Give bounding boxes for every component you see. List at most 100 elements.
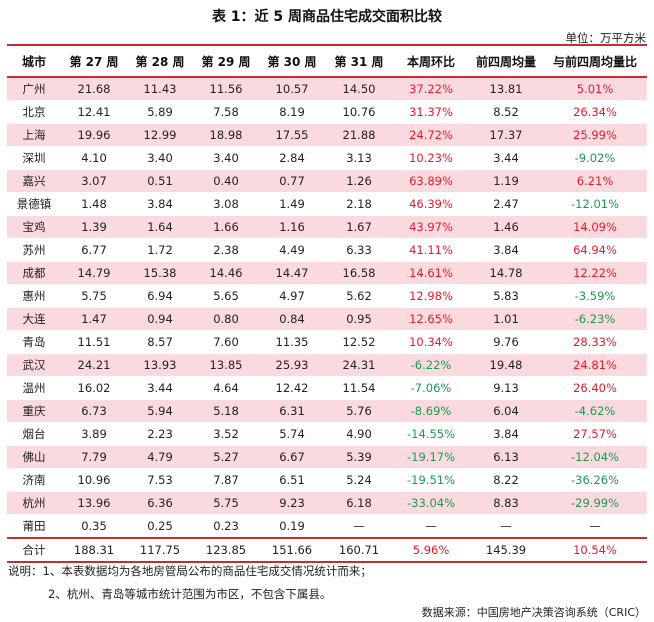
table-title: 表 1：近 5 周商品住宅成交面积比较	[211, 9, 443, 25]
value-cell: 26.34%	[543, 100, 647, 124]
value-cell: 3.84	[469, 238, 543, 262]
value-cell: 0.94	[127, 307, 193, 331]
city-cell: 北京	[7, 100, 61, 124]
value-cell: 25.99%	[543, 123, 647, 147]
area-comparison-table: 城市 第 27 周 第 28 周 第 29 周 第 30 周 第 31 周 本周…	[7, 44, 647, 563]
value-cell: -14.55%	[393, 422, 469, 446]
value-cell: 4.90	[325, 422, 393, 446]
value-cell: 14.61%	[393, 261, 469, 285]
value-cell: 16.58	[325, 261, 393, 285]
value-cell: —	[469, 514, 543, 539]
value-cell: 14.47	[259, 261, 325, 285]
value-cell: 5.76	[325, 399, 393, 423]
value-cell: 6.18	[325, 491, 393, 515]
value-cell: 64.94%	[543, 238, 647, 262]
table-row: 武汉 24.21 13.93 13.85 25.93 24.31 -6.22% 19.48 24…	[7, 353, 647, 377]
value-cell: 24.21	[61, 353, 127, 377]
value-cell: 11.43	[127, 77, 193, 101]
city-cell: 嘉兴	[7, 169, 61, 193]
value-cell: 12.41	[61, 100, 127, 124]
value-cell: 4.10	[61, 146, 127, 170]
value-cell: 6.77	[61, 238, 127, 262]
value-cell: 1.64	[127, 215, 193, 239]
value-cell: 0.40	[193, 169, 259, 193]
value-cell: 1.46	[469, 215, 543, 239]
value-cell: 5.27	[193, 445, 259, 469]
value-cell: 12.99	[127, 123, 193, 147]
value-cell: 13.81	[469, 77, 543, 101]
city-cell: 重庆	[7, 399, 61, 423]
value-cell: 6.04	[469, 399, 543, 423]
table-body: 广州 21.68 11.43 11.56 10.57 14.50 37.22% 13.81 5.…	[7, 77, 647, 563]
city-cell: 上海	[7, 123, 61, 147]
value-cell: -19.51%	[393, 468, 469, 492]
value-cell: 5.62	[325, 284, 393, 308]
value-cell: 7.58	[193, 100, 259, 124]
value-cell: 1.72	[127, 238, 193, 262]
value-cell: -6.22%	[393, 353, 469, 377]
value-cell: 6.13	[469, 445, 543, 469]
table-row: 惠州 5.75 6.94 5.65 4.97 5.62 12.98% 5.83 -3.59%	[7, 284, 647, 308]
value-cell: 17.55	[259, 123, 325, 147]
value-cell: 12.22%	[543, 261, 647, 285]
value-cell: -19.17%	[393, 445, 469, 469]
value-cell: 14.46	[193, 261, 259, 285]
value-cell: 5.75	[61, 284, 127, 308]
value-cell: 1.16	[259, 215, 325, 239]
value-cell: 5.65	[193, 284, 259, 308]
value-cell: 3.40	[193, 146, 259, 170]
value-cell: 1.48	[61, 192, 127, 216]
value-cell: 28.33%	[543, 330, 647, 354]
table-row: 深圳 4.10 3.40 3.40 2.84 3.13 10.23% 3.44 -9.02%	[7, 146, 647, 170]
value-cell: 10.76	[325, 100, 393, 124]
header-cell: 第 31 周	[325, 44, 393, 78]
value-cell: 0.35	[61, 514, 127, 539]
city-cell: 大连	[7, 307, 61, 331]
value-cell: 5.01%	[543, 77, 647, 101]
value-cell: 5.18	[193, 399, 259, 423]
value-cell: 3.52	[193, 422, 259, 446]
value-cell: 9.76	[469, 330, 543, 354]
city-cell: 广州	[7, 77, 61, 101]
value-cell: —	[543, 514, 647, 539]
table-row: 青岛 11.51 8.57 7.60 11.35 12.52 10.34% 9.76 28.33…	[7, 330, 647, 354]
value-cell: -12.04%	[543, 445, 647, 469]
value-cell: 12.52	[325, 330, 393, 354]
table-row: 烟台 3.89 2.23 3.52 5.74 4.90 -14.55% 3.84 27.57%	[7, 422, 647, 446]
value-cell: 0.77	[259, 169, 325, 193]
value-cell: 0.80	[193, 307, 259, 331]
value-cell: 26.40%	[543, 376, 647, 400]
value-cell: 1.66	[193, 215, 259, 239]
value-cell: 2.84	[259, 146, 325, 170]
value-cell: 11.35	[259, 330, 325, 354]
value-cell: 8.57	[127, 330, 193, 354]
value-cell: 10.96	[61, 468, 127, 492]
value-cell: -7.06%	[393, 376, 469, 400]
header-cell: 本周环比	[393, 44, 469, 78]
value-cell: 123.85	[193, 537, 259, 563]
city-cell: 佛山	[7, 445, 61, 469]
value-cell: 10.54%	[543, 537, 647, 563]
value-cell: 5.24	[325, 468, 393, 492]
value-cell: 0.25	[127, 514, 193, 539]
value-cell: 37.22%	[393, 77, 469, 101]
table-row: 景德镇 1.48 3.84 3.08 1.49 2.18 46.39% 2.47 -12.01%	[7, 192, 647, 216]
table-row: 大连 1.47 0.94 0.80 0.84 0.95 12.65% 1.01 -6.23%	[7, 307, 647, 331]
note-line-2: 2、杭州、青岛等城市统计范围为市区，不包含下属县。	[48, 587, 332, 601]
value-cell: 14.78	[469, 261, 543, 285]
city-cell: 成都	[7, 261, 61, 285]
value-cell: 43.97%	[393, 215, 469, 239]
value-cell: 4.64	[193, 376, 259, 400]
city-cell: 青岛	[7, 330, 61, 354]
value-cell: -9.02%	[543, 146, 647, 170]
header-cell: 第 27 周	[61, 44, 127, 78]
value-cell: 15.38	[127, 261, 193, 285]
value-cell: 5.75	[193, 491, 259, 515]
table-row: 上海 19.96 12.99 18.98 17.55 21.88 24.72% 17.37 25…	[7, 123, 647, 147]
value-cell: 6.36	[127, 491, 193, 515]
value-cell: 24.31	[325, 353, 393, 377]
table-row: 宝鸡 1.39 1.64 1.66 1.16 1.67 43.97% 1.46 14.09%	[7, 215, 647, 239]
value-cell: 10.23%	[393, 146, 469, 170]
table-row: 莆田 0.35 0.25 0.23 0.19— — — —	[7, 514, 647, 539]
value-cell: 25.93	[259, 353, 325, 377]
